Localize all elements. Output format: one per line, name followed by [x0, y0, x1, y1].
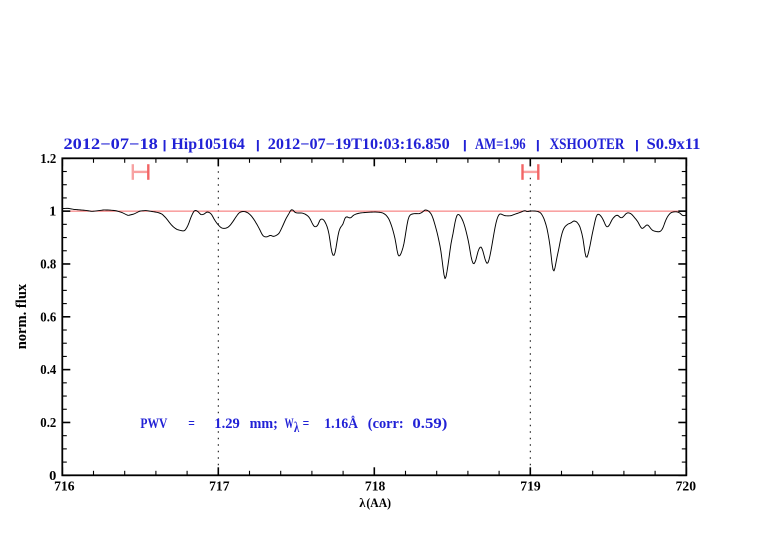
- svg-text:=: =: [303, 415, 310, 432]
- svg-text:720: 720: [676, 479, 697, 494]
- svg-text:0.4: 0.4: [40, 362, 56, 377]
- svg-text:0: 0: [49, 468, 56, 483]
- svg-text:719: 719: [520, 479, 541, 494]
- svg-text:PWV: PWV: [140, 415, 167, 432]
- svg-text:717: 717: [209, 479, 230, 494]
- svg-text:(corr:: (corr:: [368, 415, 404, 432]
- svg-text:0.8: 0.8: [40, 257, 56, 272]
- svg-text:AM=1.96: AM=1.96: [475, 136, 526, 153]
- svg-text:1.29: 1.29: [214, 415, 240, 432]
- svg-text:mm;: mm;: [250, 415, 278, 432]
- svg-text:2012−07−19T10:03:16.850: 2012−07−19T10:03:16.850: [268, 136, 450, 153]
- svg-text:718: 718: [365, 479, 386, 494]
- svg-text:2012−07−18: 2012−07−18: [64, 136, 159, 153]
- svg-text:norm. flux: norm. flux: [14, 283, 30, 349]
- svg-text:(AA): (AA): [366, 495, 391, 510]
- svg-text:0.2: 0.2: [40, 415, 56, 430]
- svg-text:λ: λ: [359, 495, 366, 510]
- svg-text:0.6: 0.6: [40, 309, 56, 324]
- svg-text:λ: λ: [294, 419, 300, 436]
- svg-text:S0.9x11: S0.9x11: [647, 136, 701, 153]
- svg-text:=: =: [188, 415, 195, 432]
- svg-text:1: 1: [49, 204, 56, 219]
- svg-text:716: 716: [54, 479, 75, 494]
- svg-text:1.16Å: 1.16Å: [324, 415, 358, 432]
- svg-text:Hip105164: Hip105164: [171, 136, 245, 153]
- svg-text:XSHOOTER: XSHOOTER: [550, 136, 626, 153]
- svg-text:W: W: [285, 415, 294, 432]
- svg-text:1.2: 1.2: [40, 151, 56, 166]
- svg-text:0.59): 0.59): [412, 415, 447, 432]
